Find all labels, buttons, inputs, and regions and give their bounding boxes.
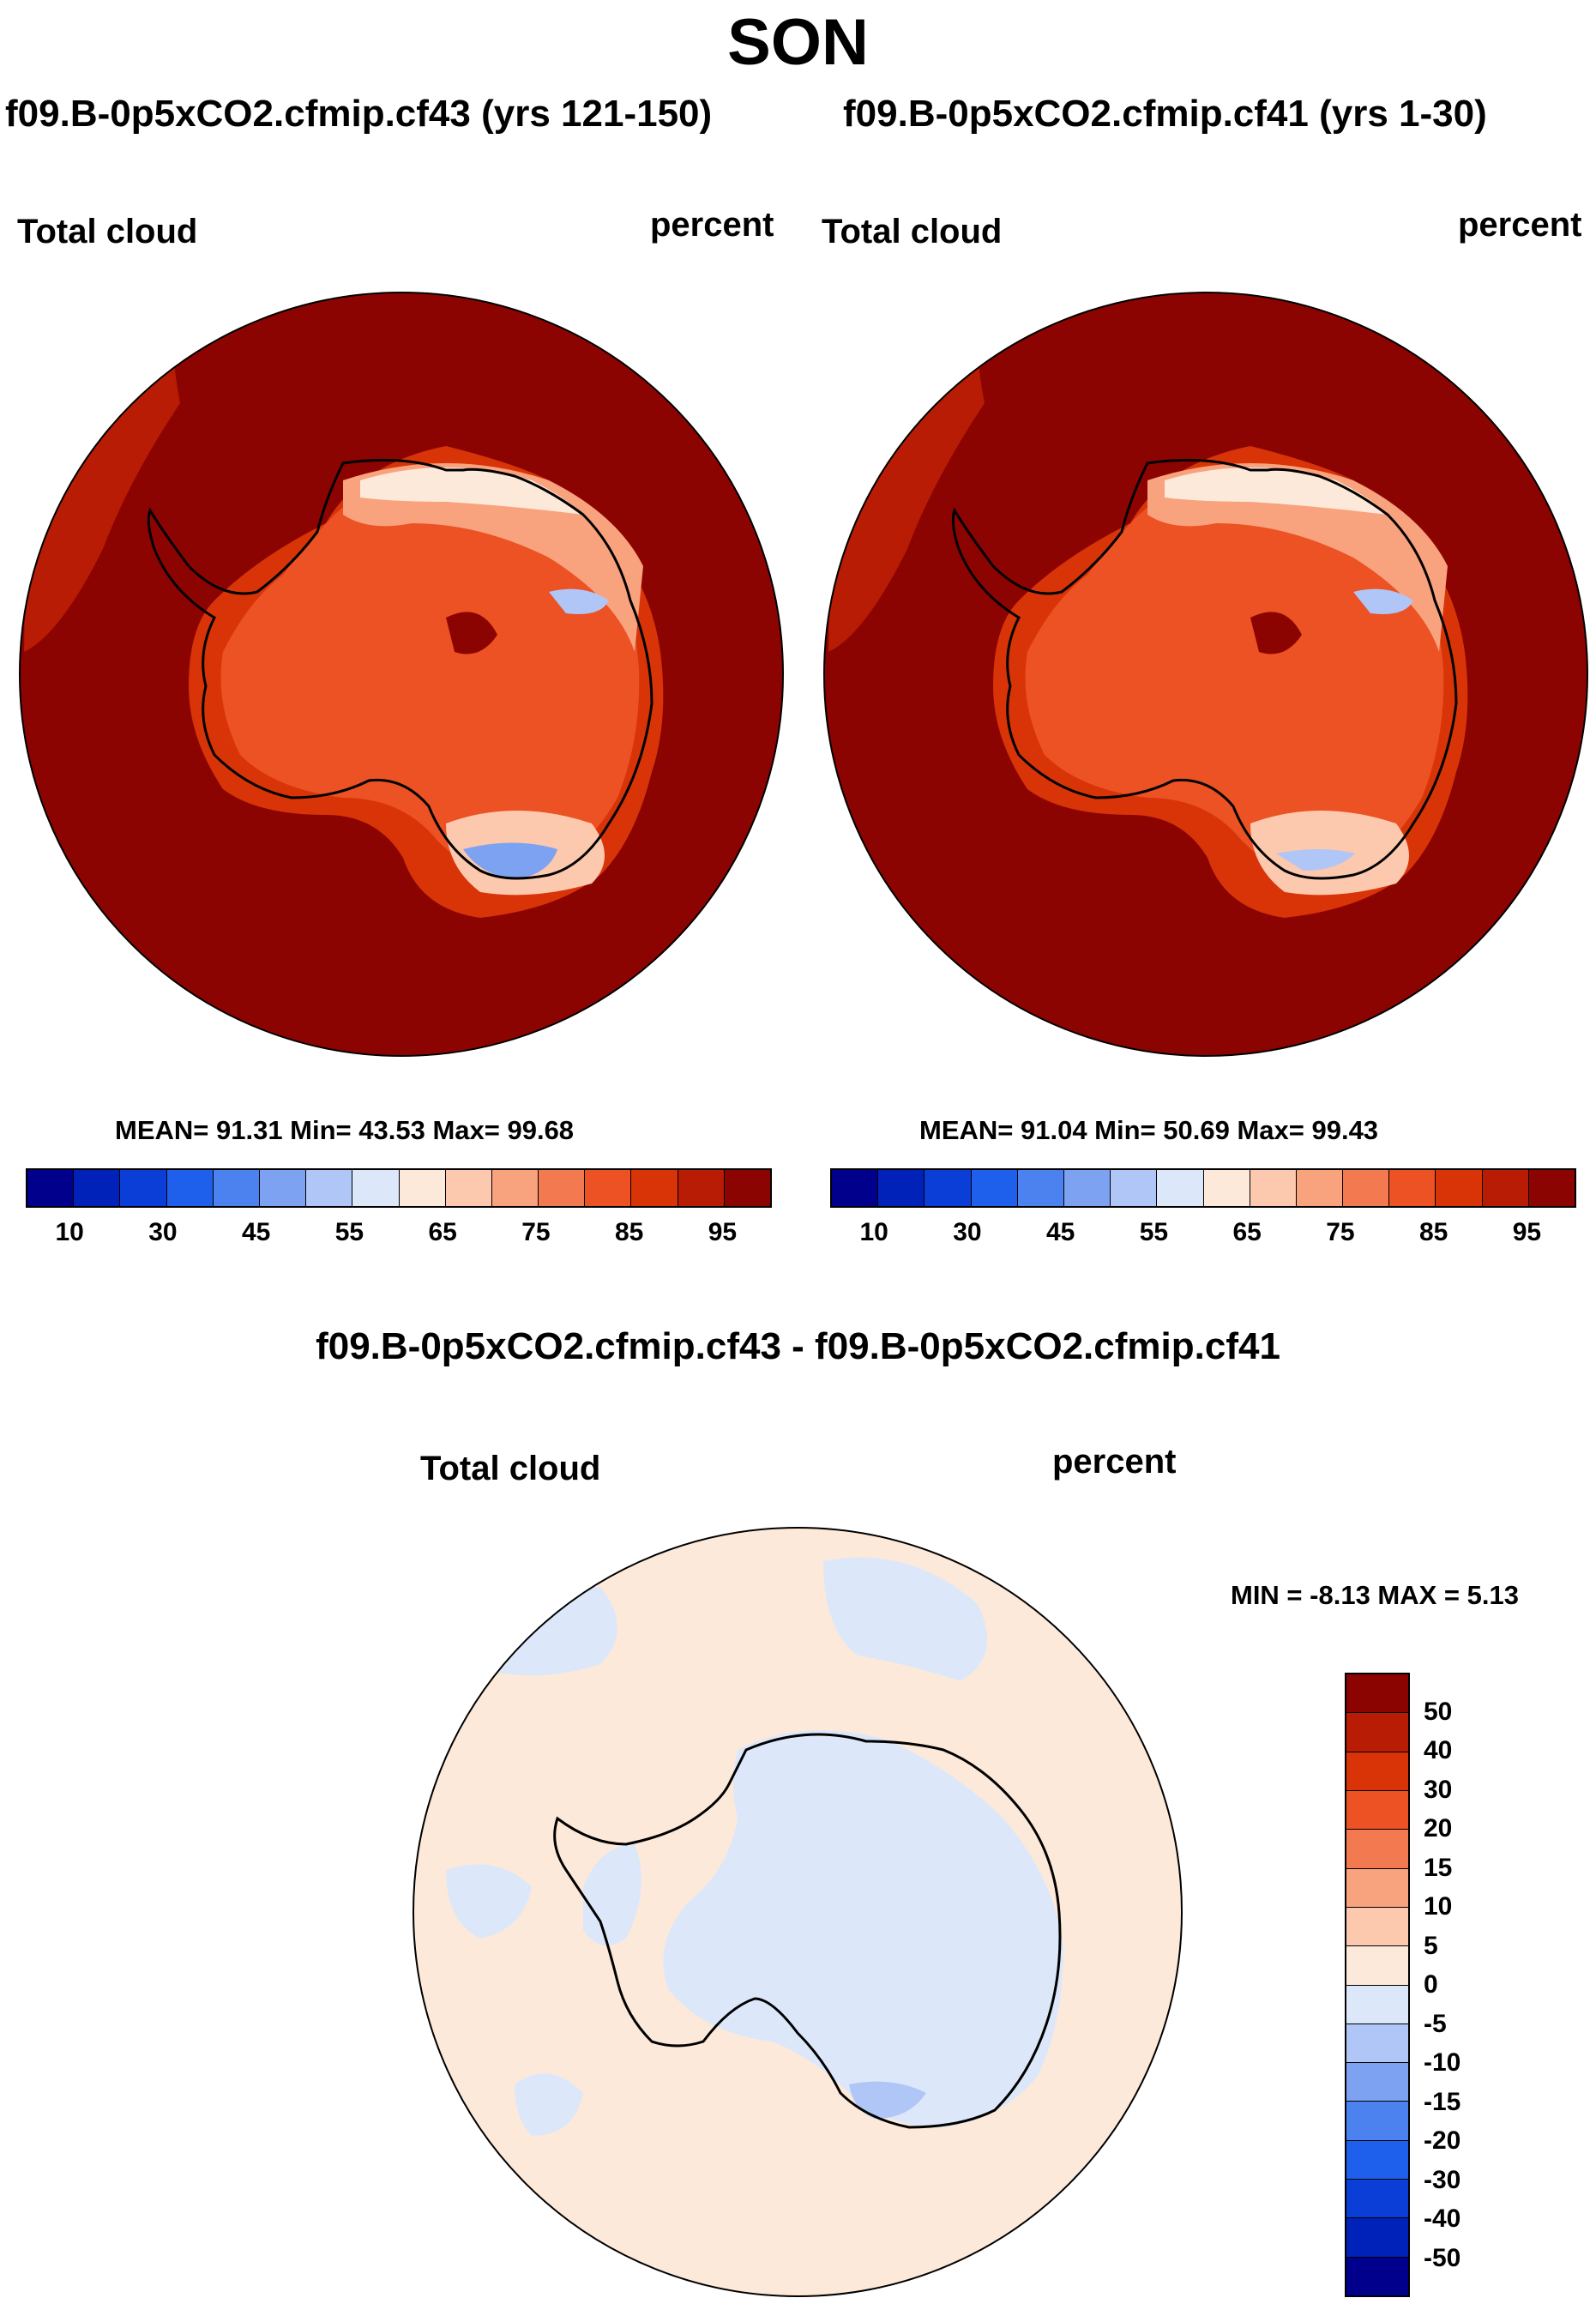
diff-colorbar-swatch [1346, 1674, 1408, 1714]
left-colorbar-swatch [74, 1170, 121, 1206]
diff-colorbar-tick-label: 30 [1424, 1775, 1453, 1804]
left-colorbar-swatch [399, 1170, 446, 1206]
right-colorbar-tick-label: 75 [1326, 1218, 1355, 1246]
diff-units-label: percent [1052, 1443, 1177, 1481]
left-colorbar-swatch [306, 1170, 353, 1206]
left-colorbar-swatch [631, 1170, 678, 1206]
right-colorbar-swatch [1482, 1170, 1529, 1206]
right-variable-label: Total cloud [822, 213, 1003, 250]
diff-colorbar-tick-label: 50 [1424, 1697, 1453, 1726]
diff-colorbar-swatch [1346, 1946, 1408, 1986]
left-colorbar-tick-label: 10 [55, 1218, 84, 1246]
diff-colorbar-swatch [1346, 1790, 1408, 1831]
right-colorbar [830, 1168, 1576, 1208]
left-units-label: percent [650, 206, 774, 244]
left-variable-label: Total cloud [17, 213, 198, 250]
left-colorbar-tick-label: 75 [521, 1218, 551, 1246]
right-colorbar-swatch [1343, 1170, 1390, 1206]
diff-colorbar-swatch [1346, 2218, 1408, 2258]
right-colorbar-tick-label: 95 [1512, 1218, 1542, 1246]
right-colorbar-tick-label: 85 [1419, 1218, 1448, 1246]
diff-colorbar-swatch [1346, 2180, 1408, 2219]
right-colorbar-tick-label: 30 [953, 1218, 982, 1246]
diff-colorbar-tick-label: -30 [1424, 2165, 1461, 2194]
diff-colorbar-swatch [1346, 2063, 1408, 2102]
right-panel-title: f09.B-0p5xCO2.cfmip.cf41 (yrs 1-30) [843, 93, 1487, 135]
figure-title: SON [727, 6, 869, 79]
left-stats: MEAN= 91.31 Min= 43.53 Max= 99.68 [115, 1115, 575, 1145]
right-units-label: percent [1458, 206, 1582, 244]
left-colorbar-swatch [678, 1170, 725, 1206]
left-colorbar-swatch [166, 1170, 214, 1206]
diff-colorbar-tick-label: -10 [1424, 2048, 1461, 2077]
diff-colorbar-tick-label: 15 [1424, 1853, 1453, 1882]
diff-colorbar-tick-label: 10 [1424, 1892, 1453, 1921]
diff-colorbar-tick-label: -50 [1424, 2243, 1461, 2272]
diff-colorbar-swatch [1346, 2140, 1408, 2180]
right-colorbar-swatch [971, 1170, 1018, 1206]
right-colorbar-swatch [1157, 1170, 1204, 1206]
left-colorbar-swatch [352, 1170, 400, 1206]
right-colorbar-swatch [1389, 1170, 1436, 1206]
diff-colorbar-swatch [1346, 2102, 1408, 2141]
diff-colorbar-tick-label: 40 [1424, 1736, 1453, 1764]
right-colorbar-tick-label: 10 [859, 1218, 888, 1246]
right-colorbar-tick-label: 55 [1139, 1218, 1169, 1246]
right-colorbar-swatch [1296, 1170, 1344, 1206]
diff-colorbar-swatch [1346, 1752, 1408, 1791]
right-colorbar-tick-label: 65 [1232, 1218, 1262, 1246]
diff-colorbar-swatch [1346, 1713, 1408, 1752]
left-panel-title: f09.B-0p5xCO2.cfmip.cf43 (yrs 121-150) [5, 93, 713, 135]
diff-colorbar-swatch [1346, 1830, 1408, 1869]
left-colorbar-tick-label: 65 [428, 1218, 457, 1246]
difference-colorbar [1345, 1673, 1410, 2297]
diff-colorbar-tick-label: -5 [1424, 2009, 1447, 2038]
diff-colorbar-swatch [1346, 1985, 1408, 2024]
right-colorbar-swatch [1250, 1170, 1297, 1206]
left-colorbar-swatch [120, 1170, 167, 1206]
diff-colorbar-tick-label: 0 [1424, 1970, 1438, 1999]
diff-colorbar-swatch [1346, 2257, 1408, 2295]
diff-colorbar-tick-label: 5 [1424, 1931, 1438, 1960]
left-colorbar-swatch [445, 1170, 492, 1206]
right-stats: MEAN= 91.04 Min= 50.69 Max= 99.43 [919, 1115, 1379, 1145]
diff-stats: MIN = -8.13 MAX = 5.13 [1231, 1580, 1519, 1610]
right-colorbar-swatch [1063, 1170, 1111, 1206]
left-colorbar-tick-label: 95 [708, 1218, 738, 1246]
right-colorbar-swatch [1203, 1170, 1250, 1206]
left-colorbar-swatch [27, 1170, 75, 1206]
left-colorbar-swatch [491, 1170, 539, 1206]
right-colorbar-swatch [1436, 1170, 1483, 1206]
diff-colorbar-swatch [1346, 1907, 1408, 1947]
diff-colorbar-tick-label: -20 [1424, 2126, 1461, 2155]
right-colorbar-swatch [924, 1170, 972, 1206]
right-colorbar-swatch [832, 1170, 879, 1206]
diff-colorbar-tick-label: -40 [1424, 2204, 1461, 2233]
right-colorbar-swatch [1111, 1170, 1158, 1206]
left-colorbar-swatch [724, 1170, 770, 1206]
diff-colorbar-swatch [1346, 2024, 1408, 2064]
right-colorbar-swatch [878, 1170, 925, 1206]
left-colorbar-swatch [259, 1170, 307, 1206]
diff-variable-label: Total cloud [420, 1450, 601, 1487]
left-colorbar-swatch [585, 1170, 632, 1206]
right-colorbar-swatch [1017, 1170, 1064, 1206]
diff-colorbar-tick-label: -15 [1424, 2087, 1461, 2116]
diff-colorbar-tick-label: 20 [1424, 1814, 1453, 1843]
left-colorbar-tick-label: 55 [334, 1218, 364, 1246]
diff-colorbar-swatch [1346, 1868, 1408, 1908]
left-colorbar-tick-label: 45 [242, 1218, 271, 1246]
left-colorbar-tick-label: 85 [615, 1218, 644, 1246]
left-colorbar-tick-label: 30 [148, 1218, 178, 1246]
left-colorbar-swatch [213, 1170, 260, 1206]
left-colorbar [26, 1168, 772, 1208]
left-colorbar-swatch [539, 1170, 586, 1206]
right-colorbar-swatch [1528, 1170, 1575, 1206]
difference-title: f09.B-0p5xCO2.cfmip.cf43 - f09.B-0p5xCO2… [316, 1325, 1280, 1367]
right-colorbar-tick-label: 45 [1046, 1218, 1075, 1246]
